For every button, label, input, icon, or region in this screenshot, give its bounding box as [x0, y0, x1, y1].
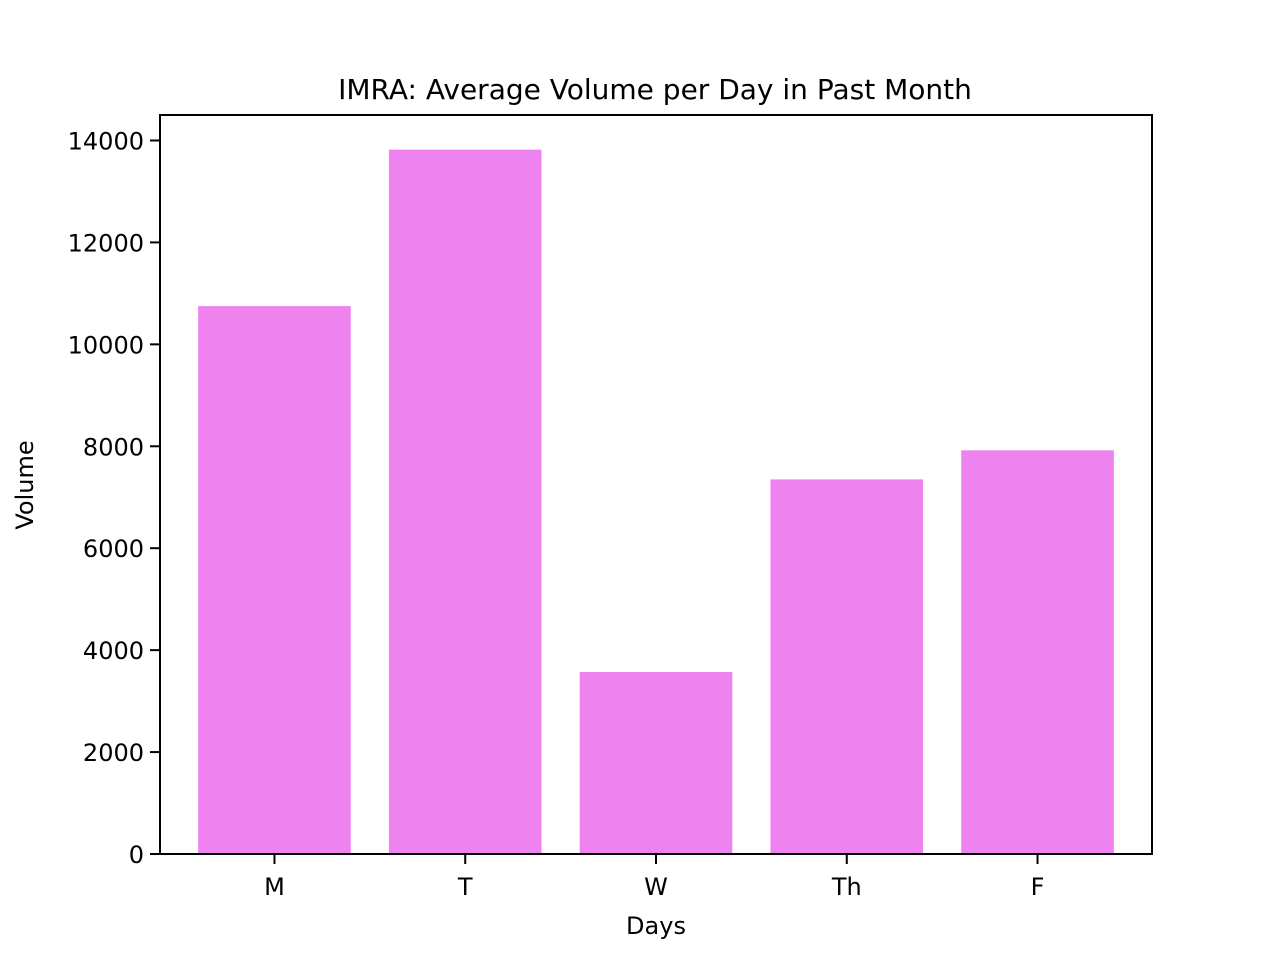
bar-m	[198, 306, 351, 854]
x-tick-label: M	[264, 873, 285, 901]
y-tick-label: 12000	[68, 229, 144, 257]
y-tick-label: 10000	[68, 331, 144, 359]
bars-group	[198, 149, 1114, 854]
x-axis-label: Days	[626, 912, 686, 940]
y-tick-label: 0	[129, 841, 144, 869]
y-tick-label: 8000	[83, 433, 144, 461]
y-axis-ticks: 0 2000 4000 6000 8000 10000 12000 14000	[68, 127, 160, 869]
y-tick-label: 14000	[68, 127, 144, 155]
bar-th	[770, 479, 924, 854]
x-tick-label: F	[1031, 873, 1045, 901]
bar-w	[579, 672, 733, 854]
y-axis-label: Volume	[11, 440, 39, 529]
y-tick-label: 2000	[83, 739, 144, 767]
y-tick-label: 6000	[83, 535, 144, 563]
y-tick-label: 4000	[83, 637, 144, 665]
bar-t	[388, 149, 542, 854]
bar-f	[961, 450, 1114, 854]
x-tick-label: T	[457, 873, 473, 901]
chart-title: IMRA: Average Volume per Day in Past Mon…	[338, 73, 972, 106]
plot-frame	[159, 114, 1153, 855]
x-axis-ticks: M T W Th F	[264, 854, 1044, 901]
x-tick-label: W	[644, 873, 668, 901]
x-tick-label: Th	[831, 873, 862, 901]
